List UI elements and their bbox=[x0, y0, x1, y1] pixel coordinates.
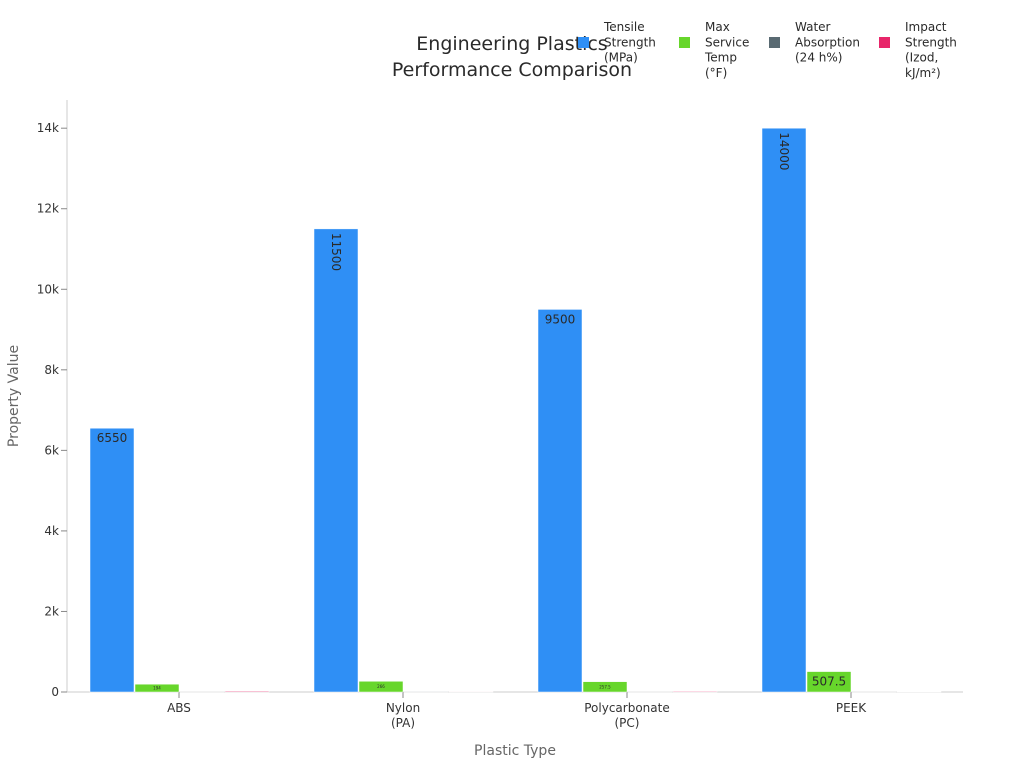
y-tick-label: 4k bbox=[44, 524, 59, 538]
legend-label: Impact bbox=[905, 20, 947, 34]
x-axis-title: Plastic Type bbox=[474, 743, 556, 759]
bar-1-1 bbox=[89, 427, 135, 693]
legend-label: Water bbox=[795, 20, 831, 34]
x-tick-label: (PC) bbox=[615, 716, 640, 730]
bar-data-label: 194 bbox=[153, 686, 161, 691]
y-tick-label: 14k bbox=[37, 121, 59, 135]
chart-title: Engineering Plastics Performance Comparis… bbox=[392, 33, 632, 81]
x-axis: ABS Nylon(PA) Polycarbonate(PC) PEEK bbox=[67, 691, 963, 730]
bar-1-2 bbox=[313, 228, 359, 693]
bar-2-1 bbox=[134, 683, 180, 693]
legend-label: (MPa) bbox=[604, 51, 638, 65]
x-tick-label: (PA) bbox=[391, 716, 415, 730]
bar-2-4 bbox=[806, 671, 852, 693]
legend-swatch bbox=[679, 37, 690, 48]
legend-label: Temp bbox=[704, 51, 737, 65]
chart-title-line: Engineering Plastics bbox=[416, 33, 607, 55]
legend-swatch bbox=[769, 37, 780, 48]
x-tick-label: ABS bbox=[167, 701, 191, 715]
bar-2-3 bbox=[582, 681, 628, 693]
legend: TensileStrength(MPa)MaxServiceTemp(°F)Wa… bbox=[578, 20, 957, 80]
x-tick-label: Nylon bbox=[386, 701, 420, 715]
legend-label: kJ/m²) bbox=[905, 66, 941, 80]
legend-label: Service bbox=[705, 35, 749, 49]
bar-1-3 bbox=[537, 309, 583, 693]
y-tick-label: 2k bbox=[44, 604, 59, 618]
y-axis-title: Property Value bbox=[6, 345, 22, 447]
bar-data-label: 6550 bbox=[97, 431, 128, 445]
bar-data-label: 9500 bbox=[545, 312, 576, 326]
y-tick-label: 6k bbox=[44, 443, 59, 457]
y-tick-label: 10k bbox=[37, 282, 59, 296]
bar-data-label: 14000 bbox=[777, 132, 791, 170]
bar-4-1 bbox=[224, 690, 270, 693]
bars bbox=[89, 127, 942, 693]
legend-label: Strength bbox=[604, 35, 656, 49]
bar-labels: 6550 194 11500 266 9500 257.5 14000 507.5 bbox=[97, 132, 846, 690]
bar-1-4 bbox=[761, 127, 807, 693]
legend-label: Max bbox=[705, 20, 730, 34]
chart-title-line: Performance Comparison bbox=[392, 59, 632, 81]
bar-data-label: 507.5 bbox=[812, 675, 846, 689]
y-axis: 0 2k 4k 6k 8k 10k 12k 14k bbox=[37, 100, 68, 699]
legend-label: (°F) bbox=[705, 66, 727, 80]
legend-label: Absorption bbox=[795, 35, 860, 49]
legend-label: (Izod, bbox=[905, 51, 938, 65]
legend-label: Tensile bbox=[603, 20, 645, 34]
bar-data-label: 257.5 bbox=[599, 684, 611, 689]
legend-swatch bbox=[879, 37, 890, 48]
bar-data-label: 266 bbox=[377, 684, 385, 689]
legend-label: (24 h%) bbox=[795, 51, 842, 65]
bar-4-3 bbox=[672, 691, 718, 693]
x-tick-label: Polycarbonate bbox=[584, 701, 669, 715]
y-tick-label: 12k bbox=[37, 202, 59, 216]
y-tick-label: 8k bbox=[44, 363, 59, 377]
bar-data-label: 11500 bbox=[329, 233, 343, 271]
legend-swatch bbox=[578, 37, 589, 48]
legend-label: Strength bbox=[905, 35, 957, 49]
bar-2-2 bbox=[358, 681, 404, 693]
y-tick-label: 0 bbox=[51, 685, 59, 699]
x-tick-label: PEEK bbox=[836, 701, 867, 715]
